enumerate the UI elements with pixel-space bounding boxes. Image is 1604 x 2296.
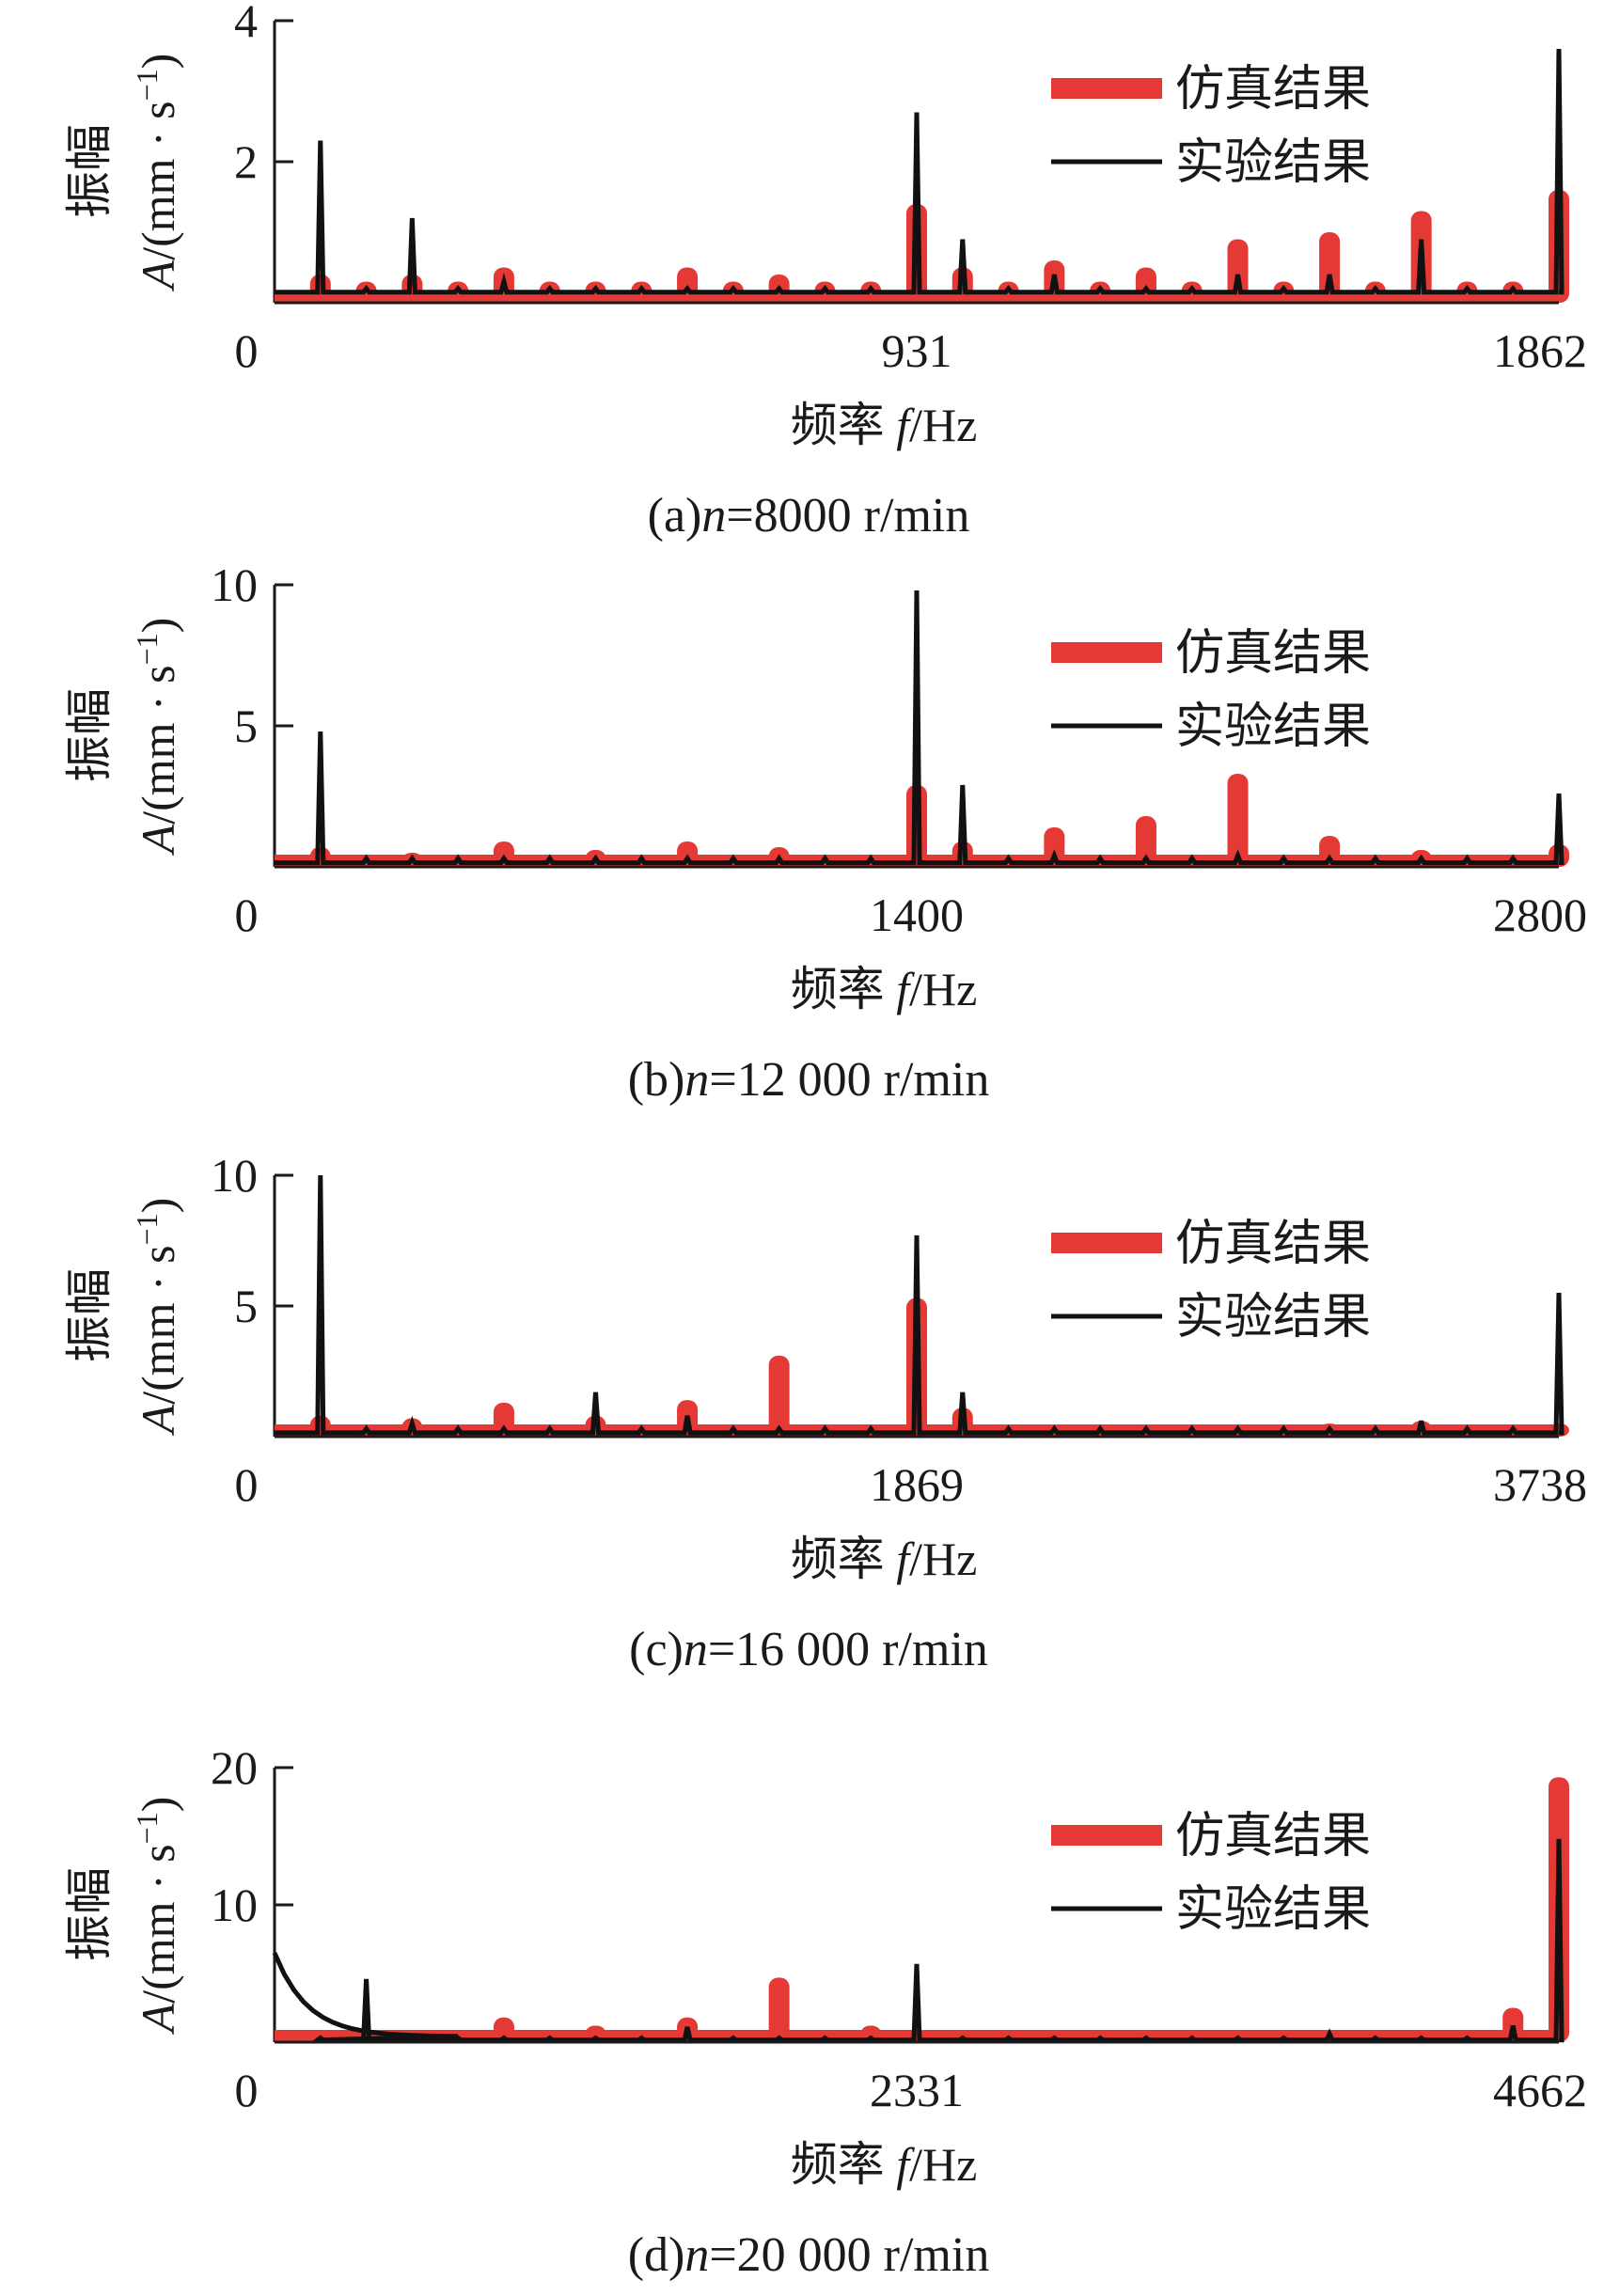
y-axis-label: 振幅 A/(mm · s−1)	[63, 1198, 184, 1437]
legend-simulation-label: 仿真结果	[1175, 1810, 1371, 1864]
legend-experiment-label: 实验结果	[1175, 1883, 1371, 1937]
y-tick-label: 4	[234, 0, 258, 47]
panel-b: 5 10 0 1400 2800 频率 f/Hz (b)n=12 000 r/min 振幅A/…	[63, 558, 1587, 1107]
y-axis-label-line2: A/(mm · s−1)	[130, 618, 184, 857]
legend-simulation-label: 仿真结果	[1175, 627, 1371, 681]
x-axis-label: 频率 f/Hz	[791, 1533, 978, 1585]
simulation-bar	[1135, 816, 1156, 867]
x-axis-label: 频率 f/Hz	[791, 399, 978, 451]
simulation-bar	[1227, 239, 1249, 303]
panel-a: 2 4 0 931 1862 频率 f/Hz (a)n=8000 r/min 振幅 A/(mm …	[63, 0, 1587, 543]
x-tick-label: 931	[882, 324, 952, 377]
y-axis-label: 振幅 A/(mm · s−1)	[63, 1797, 184, 2036]
y-axis-label-line1: 振幅	[63, 124, 116, 218]
y-axis-label: 振幅 A/(mm · s−1)	[63, 618, 184, 857]
simulation-bar	[1319, 232, 1341, 303]
simulation-bar	[906, 785, 927, 867]
simulation-bar	[768, 1355, 790, 1437]
y-axis-label-line2: A/(mm · s−1)	[130, 1797, 184, 2036]
x-tick-label: 1862	[1493, 324, 1587, 377]
panel-d: 10 20 0 2331 4662 频率 f/Hz (d)n=20 000 r/min 振幅A…	[63, 1741, 1587, 2282]
simulation-bar	[1044, 827, 1065, 867]
y-axis-label-line2: A/(mm · s−1)	[130, 54, 184, 292]
y-tick-label: 10	[211, 1149, 258, 1202]
y-axis-label-line1: 振幅	[63, 688, 116, 782]
experiment-line	[272, 1838, 1565, 2043]
x-tick-label: 1869	[870, 1458, 964, 1511]
x-tick-label: 0	[235, 324, 259, 377]
simulation-bar	[1502, 2007, 1524, 2042]
panel-caption: (d)n=20 000 r/min	[628, 2228, 990, 2282]
y-tick-label: 5	[234, 1280, 258, 1332]
y-axis-label-line1: 振幅	[63, 1268, 116, 1362]
simulation-bar	[1319, 836, 1341, 867]
simulation-bar	[768, 1977, 790, 2042]
x-axis-label: 频率 f/Hz	[791, 2138, 978, 2191]
x-tick-label: 0	[235, 1458, 259, 1511]
x-tick-label: 3738	[1493, 1458, 1587, 1511]
panel-caption: (c)n=16 000 r/min	[629, 1623, 988, 1676]
y-tick-label: 10	[211, 558, 258, 611]
x-tick-label: 0	[235, 2064, 259, 2116]
legend-experiment-label: 实验结果	[1175, 1291, 1371, 1345]
y-tick-label: 10	[211, 1879, 258, 1931]
simulation-bar	[1227, 774, 1249, 867]
y-tick-label: 5	[234, 700, 258, 752]
simulation-bar	[309, 275, 331, 303]
legend-simulation-label: 仿真结果	[1175, 63, 1371, 117]
simulation-bar	[493, 2017, 514, 2042]
y-tick-label: 2	[234, 135, 258, 188]
y-axis-label-line2: A/(mm · s−1)	[130, 1198, 184, 1437]
y-tick-label: 20	[211, 1741, 258, 1794]
x-tick-label: 4662	[1493, 2064, 1587, 2116]
experiment-line	[275, 1174, 1565, 1436]
legend-experiment-label: 实验结果	[1175, 700, 1371, 754]
panel-c: 5 10 0 1869 3738 频率 f/Hz (c)n=16 000 r/min 振幅A/…	[63, 1149, 1587, 1676]
x-tick-label: 1400	[870, 889, 964, 941]
experiment-line	[275, 48, 1565, 295]
legend-experiment-label: 实验结果	[1175, 136, 1371, 190]
panel-caption: (a)n=8000 r/min	[648, 489, 970, 543]
experiment-line	[275, 590, 1565, 865]
simulation-bar	[401, 275, 423, 303]
y-axis-label: 振幅 A/(mm · s−1)	[63, 54, 184, 292]
x-tick-label: 2800	[1493, 889, 1587, 941]
simulation-bar	[493, 1402, 514, 1437]
x-tick-label: 0	[235, 889, 259, 941]
legend-simulation-label: 仿真结果	[1175, 1218, 1371, 1271]
x-axis-label: 频率 f/Hz	[791, 963, 978, 1015]
x-tick-label: 2331	[870, 2064, 964, 2116]
panel-caption: (b)n=12 000 r/min	[628, 1053, 990, 1107]
y-axis-label-line1: 振幅	[63, 1867, 116, 1961]
